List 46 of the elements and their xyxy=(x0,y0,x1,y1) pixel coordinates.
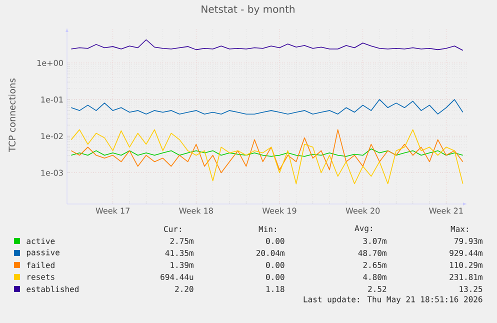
legend-label: resets xyxy=(28,274,54,280)
text: 20.04m xyxy=(256,250,284,256)
text: Avg: xyxy=(354,225,372,233)
text: 2.65m xyxy=(363,262,386,268)
legend-label: passive xyxy=(26,249,60,257)
legend-label: active xyxy=(26,238,55,244)
text: 694.44u xyxy=(160,274,194,280)
line-series xyxy=(70,129,464,184)
line-series xyxy=(70,129,464,174)
text: 929.44m xyxy=(450,250,482,256)
text: 4.80m xyxy=(363,274,386,280)
text: Cur: xyxy=(164,226,181,232)
text: 1.18 xyxy=(266,286,284,292)
text: Max: xyxy=(450,226,468,232)
text: 2.20 xyxy=(175,286,194,292)
x-tick-label: Week 18 xyxy=(179,208,213,214)
text: 1.39m xyxy=(170,262,194,268)
line-series xyxy=(70,148,464,157)
x-tick-label: Week 17 xyxy=(96,208,130,214)
text: 79.93m xyxy=(454,238,482,244)
text: 110.29m xyxy=(450,262,482,268)
text: 41.35m xyxy=(165,250,194,256)
text: 13.25 xyxy=(460,286,482,292)
line-series xyxy=(70,39,464,51)
y-tick-label: 1e+00 xyxy=(37,60,63,66)
legend-label: established xyxy=(26,286,78,292)
x-tick-label: Week 20 xyxy=(346,208,380,214)
y-tick-label: 1e-01 xyxy=(41,96,63,103)
legend-label: failed xyxy=(26,262,54,268)
text: 0.00 xyxy=(266,238,284,244)
line-series xyxy=(70,99,464,114)
y-tick-label: 1e-02 xyxy=(41,133,63,140)
y-tick-label: 1e-03 xyxy=(41,170,63,176)
text: 231.81m xyxy=(450,274,482,280)
chart-title: Netstat - by month xyxy=(202,5,294,15)
text: 0.00 xyxy=(266,274,284,280)
x-tick-label: Week 21 xyxy=(429,208,463,214)
text: 48.70m xyxy=(358,250,386,256)
y-axis-title: TCP connections xyxy=(8,78,16,152)
text: 0.00 xyxy=(266,262,284,268)
text: Last update: Thu May 21 18:51:16 2026 xyxy=(304,296,482,304)
text: 2.75m xyxy=(170,238,194,244)
text: 2.52 xyxy=(368,286,386,292)
text: 3.07m xyxy=(363,238,386,244)
x-tick-label: Week 19 xyxy=(262,208,296,214)
text: Min: xyxy=(258,226,276,232)
